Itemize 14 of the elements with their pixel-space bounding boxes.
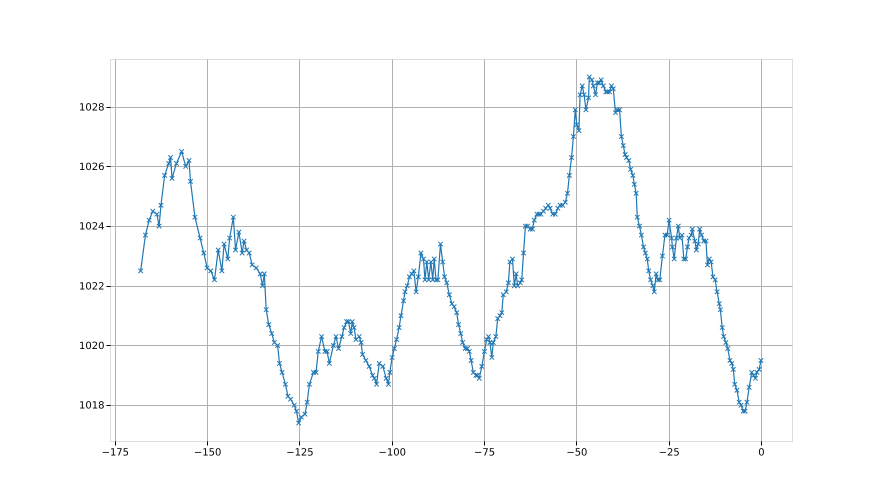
y-tick-label: 1018 [79, 400, 104, 412]
y-tick-label: 1022 [79, 281, 104, 292]
y-tick-label: 1028 [79, 102, 104, 114]
y-tick-label: 1026 [79, 162, 104, 173]
y-tick-label: 1024 [79, 222, 104, 233]
x-tick-label: −50 [566, 448, 588, 458]
x-tick-label: −125 [286, 448, 314, 458]
x-tick-label: −175 [102, 448, 130, 458]
x-tick-label: −25 [658, 448, 680, 458]
y-tick-label: 1020 [79, 341, 104, 352]
x-tick-label: 0 [758, 448, 765, 458]
x-tick-label: −75 [474, 448, 496, 458]
x-tick-label: −100 [378, 448, 406, 458]
x-tick-label: −150 [194, 448, 222, 458]
